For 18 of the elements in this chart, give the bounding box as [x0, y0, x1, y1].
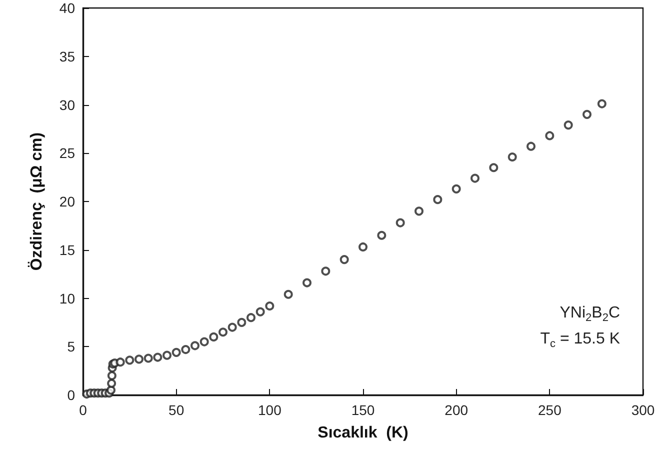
y-tick-label: 40 — [59, 0, 76, 16]
x-tick-label: 250 — [538, 402, 562, 418]
x-tick-label: 0 — [79, 402, 88, 418]
y-tick-label: 35 — [59, 48, 76, 64]
y-tick-label: 25 — [59, 145, 76, 162]
y-tick-label: 15 — [59, 242, 76, 258]
x-tick-label: 200 — [444, 402, 468, 418]
x-tick-label: 100 — [258, 402, 282, 418]
x-axis-title: Sıcaklık (K) — [318, 424, 408, 442]
x-tick-label: 150 — [351, 402, 375, 418]
y-tick-label: 0 — [67, 387, 76, 403]
y-tick-label: 10 — [59, 290, 76, 306]
y-tick-label: 30 — [59, 96, 76, 113]
y-tick-label: 5 — [67, 338, 76, 355]
x-tick-label: 300 — [631, 402, 655, 418]
y-axis-title: Özdirenç (μΩ cm) — [28, 132, 46, 271]
y-tick-label: 20 — [59, 194, 76, 210]
x-tick-label: 50 — [168, 402, 184, 418]
